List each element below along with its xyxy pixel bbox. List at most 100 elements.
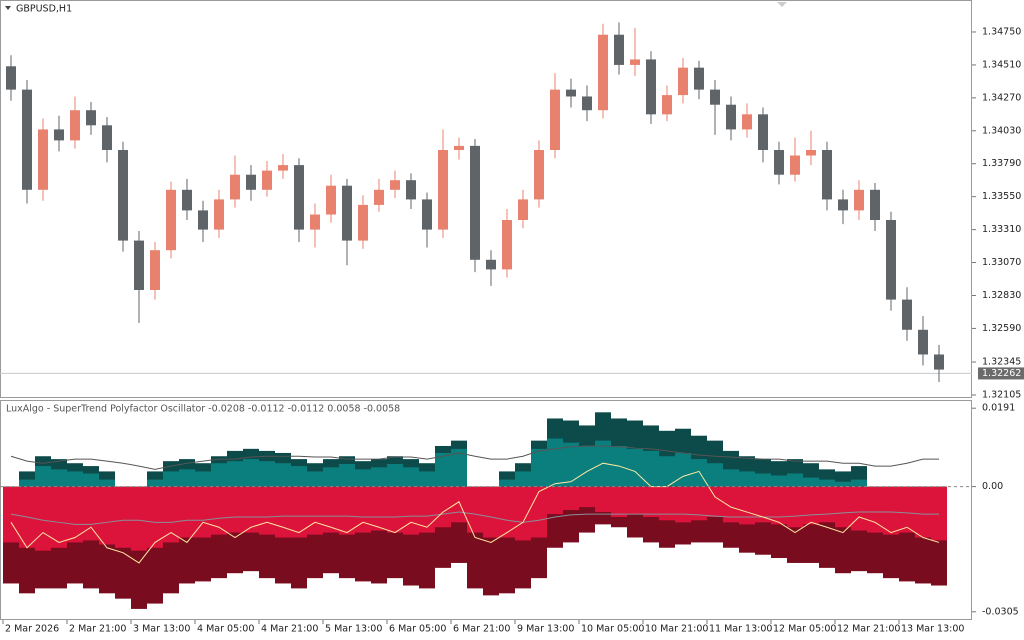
osc-bar <box>515 471 531 487</box>
osc-bar <box>291 466 307 487</box>
osc-bar <box>179 469 195 487</box>
x-tick-label: 10 Mar 21:00 <box>645 624 708 635</box>
osc-bar <box>115 486 131 548</box>
candle-body <box>38 129 48 190</box>
osc-bar <box>515 486 531 541</box>
candle-body <box>662 95 672 115</box>
osc-bar <box>483 486 499 538</box>
osc-bar <box>579 486 595 508</box>
candle-body <box>230 174 240 200</box>
candle-body <box>182 189 192 211</box>
osc-bar <box>323 486 339 533</box>
candle-body <box>870 189 880 220</box>
osc-bar <box>899 486 915 533</box>
candle-body <box>214 199 224 230</box>
y-tick-label: 1.33790 <box>982 158 1021 169</box>
x-tick-label: 11 Mar 13:00 <box>709 624 772 635</box>
y-tick-label: 1.33310 <box>982 224 1021 235</box>
collapse-arrow[interactable] <box>5 6 11 10</box>
osc-line <box>10 462 940 564</box>
candle-body <box>438 150 448 230</box>
candle-body <box>630 59 640 65</box>
y-tick-label: 0.0191 <box>982 403 1015 414</box>
osc-bar <box>51 469 67 487</box>
osc-bar <box>787 486 803 528</box>
osc-bar <box>67 486 83 543</box>
candle-body <box>806 150 816 156</box>
candle-body <box>502 219 512 270</box>
osc-bar <box>339 486 355 535</box>
osc-bar <box>99 486 115 545</box>
osc-bar <box>499 479 515 487</box>
candle-body <box>822 150 832 200</box>
candle-body <box>86 110 96 126</box>
osc-bar <box>915 486 931 538</box>
osc-bar <box>739 486 755 525</box>
symbol-title: GBPUSD,H1 <box>16 4 72 15</box>
y-tick-label: -0.0305 <box>982 606 1019 617</box>
osc-bar <box>227 461 243 487</box>
candle-body <box>582 96 592 111</box>
candle-body <box>710 89 720 105</box>
osc-bar <box>51 486 67 548</box>
osc-bar <box>547 486 563 515</box>
osc-bar <box>243 459 259 487</box>
osc-bar <box>531 448 547 487</box>
osc-bar <box>371 486 387 531</box>
osc-bar <box>691 486 707 521</box>
osc-bar <box>195 471 211 487</box>
osc-bar <box>707 463 723 487</box>
candle-body <box>726 104 736 130</box>
y-tick-label: 1.34270 <box>982 92 1021 103</box>
candle-body <box>102 125 112 151</box>
osc-bar <box>147 486 163 548</box>
candle-body <box>886 219 896 300</box>
osc-bar <box>531 486 547 538</box>
osc-bar <box>163 486 179 543</box>
y-tick-label: 1.34750 <box>982 26 1021 37</box>
last-price-box <box>978 367 1024 380</box>
osc-bar <box>835 481 851 487</box>
candle-body <box>374 189 384 205</box>
candle-body <box>678 67 688 96</box>
osc-line <box>10 445 939 470</box>
osc-bar <box>67 471 83 487</box>
candle-body <box>918 329 928 355</box>
osc-bar <box>499 486 515 538</box>
osc-bar <box>659 486 675 521</box>
osc-bar <box>563 442 579 487</box>
osc-bar <box>707 486 723 517</box>
osc-bar <box>307 471 323 487</box>
osc-bar <box>275 463 291 487</box>
osc-bar <box>435 486 451 528</box>
candle-body <box>262 170 272 190</box>
osc-bar <box>19 479 35 487</box>
osc-bar <box>403 486 419 535</box>
candle-body <box>694 67 704 90</box>
candle-body <box>854 189 864 211</box>
osc-bar <box>611 486 627 517</box>
candle-body <box>758 114 768 151</box>
candle-body <box>790 155 800 175</box>
osc-line <box>10 511 939 525</box>
osc-bar <box>99 479 115 487</box>
candle-body <box>54 129 64 141</box>
x-tick-label: 12 Mar 21:00 <box>837 624 900 635</box>
candle-body <box>294 165 304 230</box>
candle-body <box>134 240 144 290</box>
osc-bar <box>723 486 739 523</box>
y-tick-label: 1.32590 <box>982 323 1021 334</box>
y-tick-label: 1.34510 <box>982 59 1021 70</box>
oscillator-panel-frame <box>0 400 972 620</box>
candle-body <box>646 59 656 115</box>
candle-body <box>198 210 208 230</box>
y-tick-label: 1.32345 <box>982 357 1021 368</box>
candle-body <box>470 145 480 260</box>
osc-bar <box>771 486 787 525</box>
x-tick-label: 3 Mar 13:00 <box>133 624 190 635</box>
osc-bar <box>467 486 483 533</box>
candle-body <box>422 199 432 230</box>
osc-bar <box>355 486 371 533</box>
main-panel-frame <box>0 0 972 398</box>
osc-bar <box>643 486 659 517</box>
